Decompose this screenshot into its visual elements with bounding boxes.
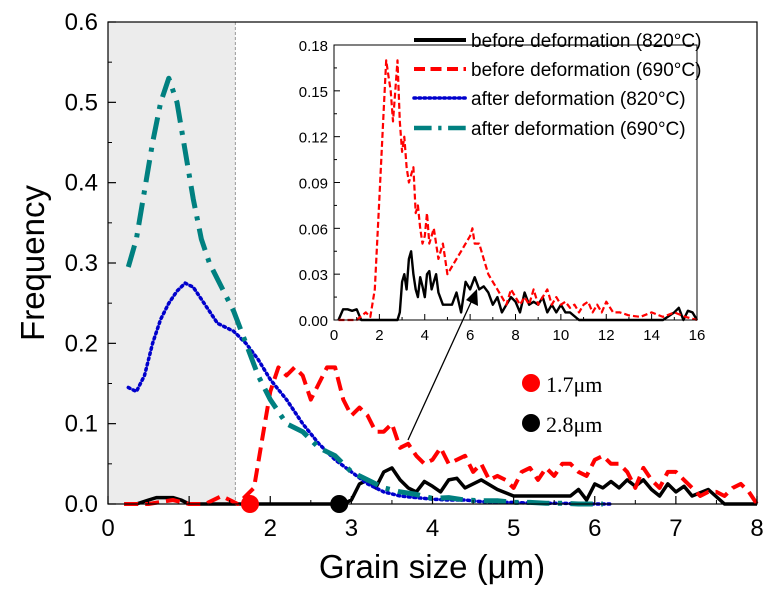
legend-label-after-deformation-690-c: after deformation (690°C) xyxy=(471,119,686,140)
annotation-label-black: 2.8μm xyxy=(546,412,602,437)
inset-series-before-deformation-690-c xyxy=(338,59,698,322)
y-tick-label: 0.0 xyxy=(65,491,98,518)
inset-y-tick-label: 0.12 xyxy=(299,130,328,147)
annotation-label-red: 1.7μm xyxy=(546,372,602,397)
x-tick-label: 3 xyxy=(345,515,358,542)
inset-x-tick-label: 10 xyxy=(553,327,570,344)
inset-y-tick-label: 0.00 xyxy=(299,313,328,330)
inset-x-tick-label: 2 xyxy=(375,327,383,344)
median-marker-2-8-m xyxy=(330,495,349,513)
inset-pointer-arrow xyxy=(407,289,478,441)
y-tick-label: 0.5 xyxy=(65,89,98,116)
inset-x-tick-label: 16 xyxy=(689,327,706,344)
inset-y-tick-label: 0.15 xyxy=(299,84,328,101)
inset-x-tick-label: 0 xyxy=(330,327,338,344)
main-series-after-deformation-820-c xyxy=(126,281,613,506)
annotation-dot-black xyxy=(522,414,540,432)
x-tick-label: 0 xyxy=(101,515,114,542)
median-markers xyxy=(240,495,349,513)
legend-label-after-deformation-820-c: after deformation (820°C) xyxy=(471,89,686,110)
main-axis-ticks: 0 1 2 3 4 5 6 7 80.00.10.20.30.40.50.6 xyxy=(65,9,764,542)
inset-background xyxy=(334,45,697,320)
inset-x-tick-label: 14 xyxy=(643,327,660,344)
y-tick-label: 0.2 xyxy=(65,330,98,357)
y-tick-label: 0.1 xyxy=(65,411,98,438)
y-tick-label: 0.6 xyxy=(65,9,98,36)
x-tick-label: 1 xyxy=(182,515,195,542)
median-marker-1-7-m xyxy=(240,495,259,513)
legend: before deformation (820°C) before deforma… xyxy=(412,31,701,140)
legend-label-before-deformation-690-c: before deformation (690°C) xyxy=(471,60,701,81)
main-series-after-deformation-690-c xyxy=(125,75,603,507)
legend-label-before-deformation-820-c: before deformation (820°C) xyxy=(471,31,701,52)
inset-y-tick-label: 0.18 xyxy=(299,38,328,55)
x-tick-label: 8 xyxy=(750,515,763,542)
inset-x-tick-label: 8 xyxy=(511,327,519,344)
y-tick-label: 0.3 xyxy=(65,250,98,277)
inset-y-tick-label: 0.09 xyxy=(299,176,328,193)
inset-x-tick-label: 12 xyxy=(598,327,615,344)
x-tick-label: 6 xyxy=(588,515,601,542)
x-tick-label: 5 xyxy=(507,515,520,542)
main-series-before-deformation-690-c xyxy=(124,365,759,506)
inset-x-tick-label: 4 xyxy=(421,327,429,344)
x-axis-title: Grain size (μm) xyxy=(319,548,545,585)
annotation-dot-red xyxy=(522,374,540,392)
inset-x-tick-label: 6 xyxy=(466,327,474,344)
x-tick-label: 2 xyxy=(264,515,277,542)
inset-y-tick-label: 0.03 xyxy=(299,267,328,284)
x-tick-label: 4 xyxy=(426,515,439,542)
y-axis-title: Frequency xyxy=(14,185,51,341)
y-tick-label: 0.4 xyxy=(65,170,98,197)
inset-axis-ticks: 0 2 4 6 8 10 12 14 16 0.00 0.03 0.06 0.09 0.12 0.15 0.1… xyxy=(299,38,706,344)
inset-y-tick-label: 0.06 xyxy=(299,221,328,238)
x-tick-label: 7 xyxy=(669,515,682,542)
